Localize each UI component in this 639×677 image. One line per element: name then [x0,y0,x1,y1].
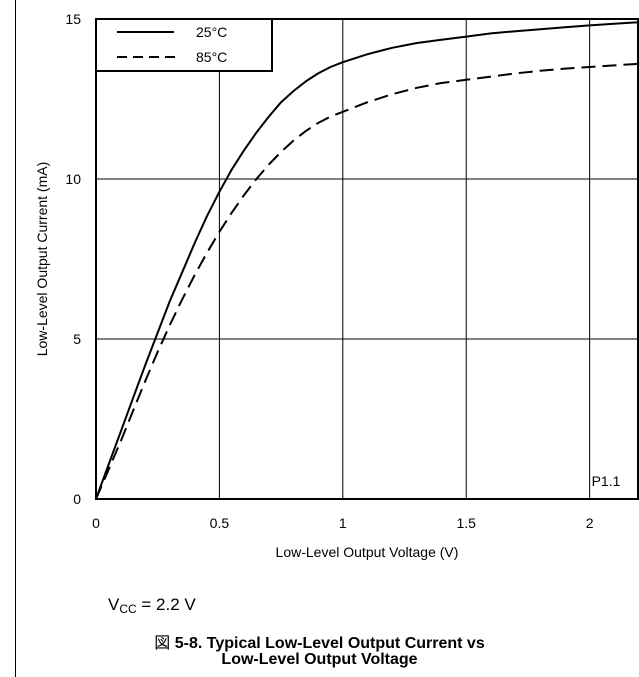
x-axis-label: Low-Level Output Voltage (V) [276,544,459,560]
x-tick-label: 0.5 [210,515,230,531]
legend-entry-25c: 25°C [196,24,227,40]
legend-entry-85c: 85°C [196,49,227,65]
figure-caption-line2: Low-Level Output Voltage [221,651,418,668]
y-tick-label: 10 [65,171,81,187]
chart: 0 0.5 1 1.5 2 0 5 10 15 Low-Level Output Voltag… [34,11,639,560]
pin-annotation: P1.1 [592,473,621,489]
x-tick-label: 1 [339,515,347,531]
y-tick-label: 5 [73,331,81,347]
plot-frame [95,18,639,500]
vcc-symbol: V [108,595,120,614]
vcc-subscript: CC [119,602,137,616]
y-axis-label: Low-Level Output Current (mA) [34,162,50,357]
y-tick-label: 15 [65,11,81,27]
y-tick-label: 0 [73,491,81,507]
series-line-25c [95,21,639,500]
vcc-value: = 2.2 V [136,595,196,614]
x-tick-labels: 0 0.5 1 1.5 2 [92,515,594,531]
vcc-condition: VCC = 2.2 V [108,595,196,616]
figure-caption: 図 5-8. Typical Low-Level Output Current … [0,636,639,668]
figure-caption-line1: 5-8. Typical Low-Level Output Current vs [174,635,485,652]
page-left-rule [15,0,16,677]
legend-box [95,18,273,72]
x-tick-label: 2 [586,515,594,531]
figure-caption-prefix: 図 [154,635,175,652]
grid [95,18,639,500]
x-tick-label: 0 [92,515,100,531]
series-line-85c [95,62,639,500]
x-tick-label: 1.5 [456,515,476,531]
legend: 25°C 85°C [95,18,273,72]
y-tick-labels: 0 5 10 15 [65,11,81,507]
series-layer [95,21,639,500]
